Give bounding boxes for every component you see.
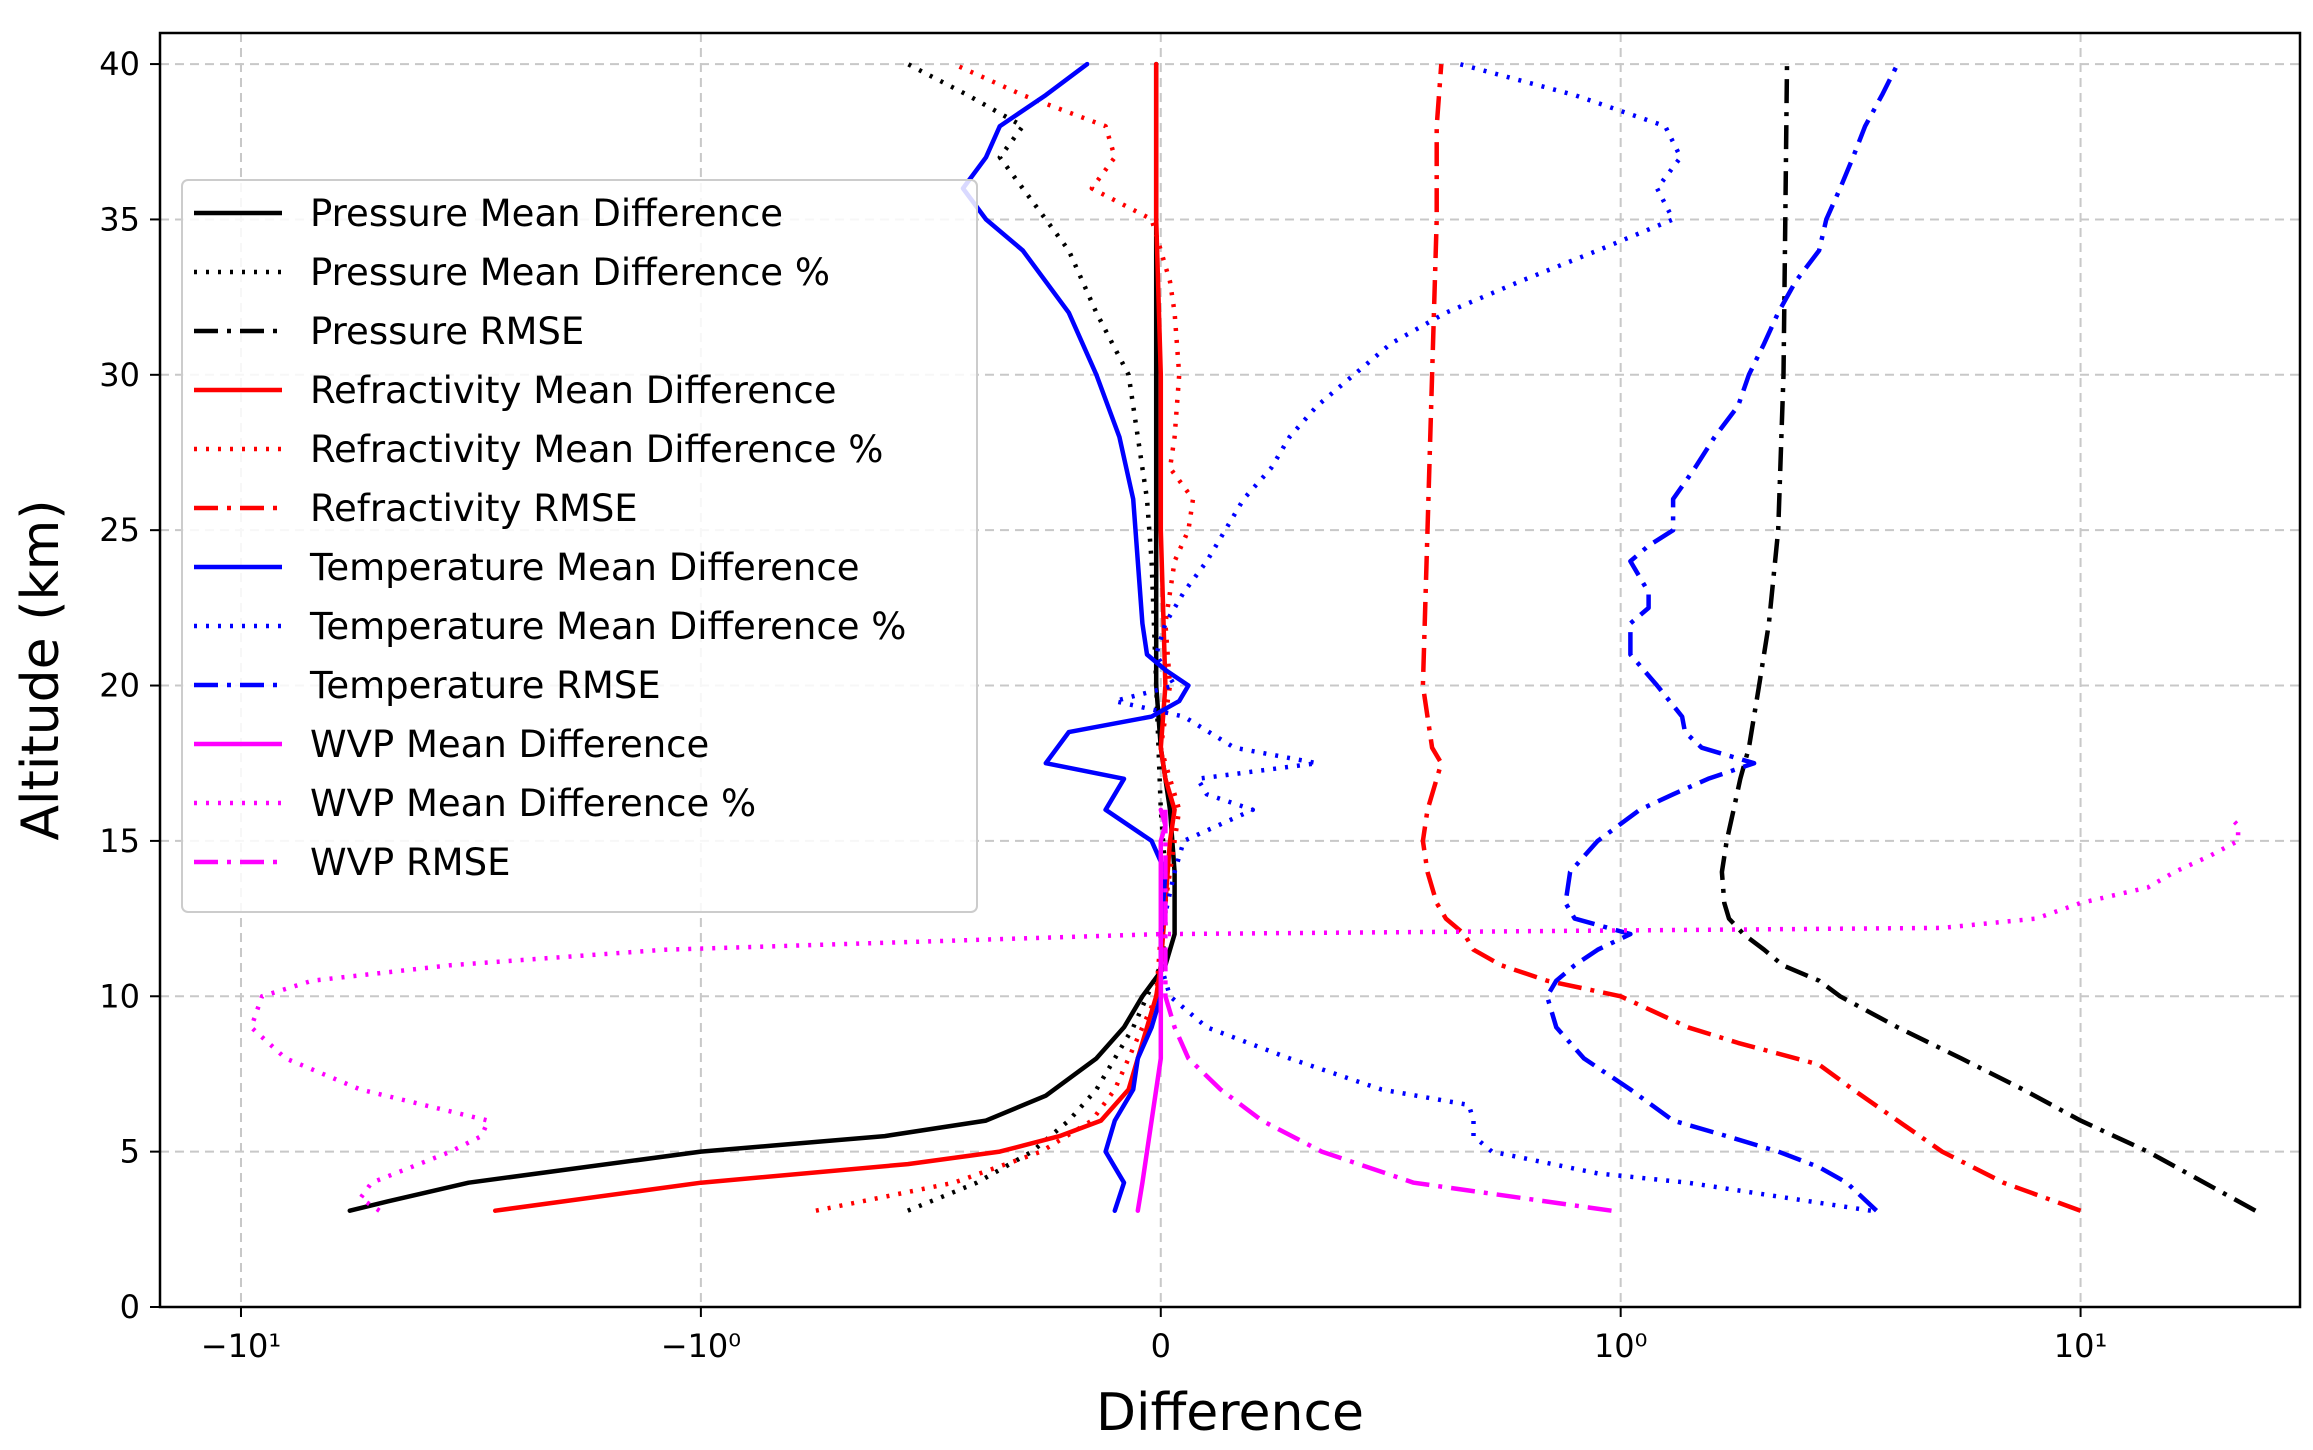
series-line-temperature-rmse	[1544, 63, 1900, 1213]
y-tick-label: 0	[120, 1288, 140, 1326]
series-line-temperature-mean-difference	[960, 61, 1191, 1213]
legend-label: Refractivity Mean Difference	[310, 369, 837, 412]
legend-label: WVP Mean Difference	[310, 723, 709, 766]
x-tick-label: 10⁰	[1594, 1327, 1648, 1365]
legend-label: WVP Mean Difference %	[310, 782, 756, 825]
series-line-pressure-rmse	[1719, 64, 2257, 1213]
series-line-pressure-mean-difference	[906, 62, 1168, 1213]
y-tick-label: 40	[99, 45, 140, 83]
x-tick-label: −10¹	[201, 1327, 281, 1365]
y-tick-label: 10	[99, 977, 140, 1015]
legend: Pressure Mean Difference Pressure Mean Di…	[181, 179, 978, 913]
legend-label: Temperature Mean Difference %	[309, 605, 906, 648]
y-tick-label: 5	[120, 1133, 140, 1171]
series-line-refractivity-rmse	[1420, 63, 2082, 1213]
legend-label: Refractivity Mean Difference %	[310, 428, 883, 471]
series-line-wvp-mean-difference	[1135, 807, 1168, 1213]
y-tick-label: 20	[99, 667, 140, 705]
legend-box	[181, 179, 978, 913]
x-tick-label: −10⁰	[661, 1327, 741, 1365]
plot-area-frame	[158, 31, 2302, 1309]
x-axis-title: Difference	[1096, 1383, 1364, 1443]
series-line-temperature-mean-difference	[1112, 61, 1872, 1213]
x-tick-label: 10¹	[2054, 1327, 2108, 1365]
legend-label: Refractivity RMSE	[310, 487, 638, 530]
y-tick-label: 25	[99, 511, 140, 549]
series-lines	[248, 61, 2257, 1213]
y-tick-label: 35	[99, 200, 140, 238]
y-axis-title: Altitude (km)	[11, 499, 71, 840]
y-tick-label: 15	[99, 822, 140, 860]
y-tick-label: 30	[99, 356, 140, 394]
legend-label: Pressure Mean Difference %	[310, 251, 830, 294]
series-line-wvp-rmse	[1163, 809, 1612, 1213]
legend-label: Temperature Mean Difference	[309, 546, 859, 589]
axis-ticks: −10¹ −10⁰ 0 10⁰ 10¹ 0 5 10 15 20 25 30 35 40	[99, 45, 2107, 1365]
legend-label: Temperature RMSE	[309, 664, 661, 707]
legend-label: WVP RMSE	[310, 841, 510, 884]
legend-label: Pressure Mean Difference	[310, 192, 783, 235]
series-line-wvp-mean-difference	[248, 814, 2241, 1213]
legend-label: Pressure RMSE	[310, 310, 584, 353]
x-tick-label: 0	[1151, 1327, 1171, 1365]
